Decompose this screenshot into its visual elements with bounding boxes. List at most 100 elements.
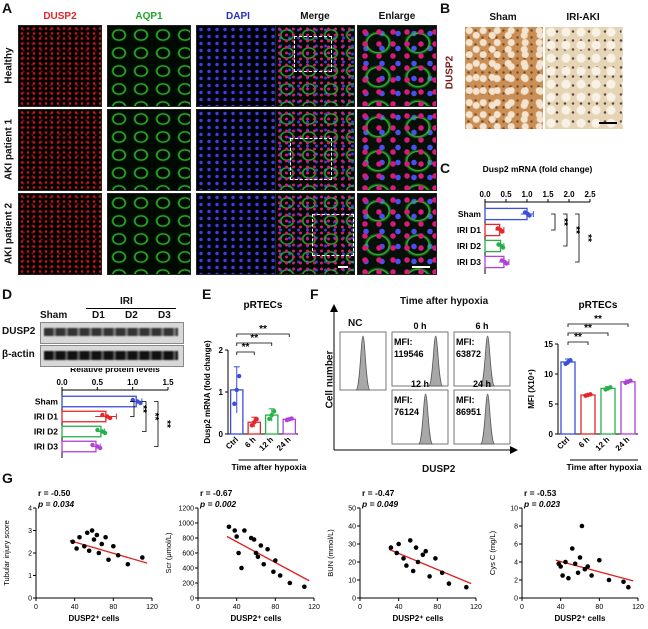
significance-label: **: [149, 413, 160, 421]
bar: [620, 381, 636, 435]
x-tick-label: 0.5: [92, 378, 104, 387]
significance-label: **: [259, 324, 267, 335]
mfi-label: MFI:: [456, 395, 475, 405]
significance-bracket: [575, 213, 580, 263]
y-tick-label: 6: [514, 542, 518, 549]
significance-label: **: [242, 342, 250, 353]
x-axis-label: DUSP2⁺ cells: [393, 614, 444, 623]
enlarge-region-box: [294, 36, 332, 72]
panel-label-a: A: [2, 0, 13, 16]
y-axis-label: MFI (X10⁴): [527, 369, 536, 409]
d-iri-label: IRI: [120, 296, 133, 307]
enlarge-region-box: [312, 214, 354, 256]
mfi-label: MFI:: [394, 395, 413, 405]
category-label: IRI D1: [34, 412, 58, 422]
x-tick-label: 24 h: [275, 435, 293, 453]
x-tick-label: 1.0: [521, 190, 533, 199]
category-label: IRI D2: [34, 427, 58, 437]
chart-g3: 0 40 80 120 0 10 20 30 40 50 DUSP2⁺ cells BUN (mmol…: [326, 488, 482, 623]
data-point: [111, 543, 116, 549]
data-point: [267, 416, 272, 422]
chart-g1: 0 40 80 120 0 1 2 3 4 DUSP2⁺ cells Tubular injury …: [2, 488, 158, 623]
a-image-aqp1-row1: [107, 25, 191, 107]
data-point: [95, 427, 100, 433]
panel-label-c: C: [440, 160, 451, 176]
x-tick-label: 120: [308, 604, 320, 611]
x-axis-label: Time after hypoxia: [232, 462, 307, 472]
x-tick-label: 0.0: [56, 378, 68, 387]
significance-label: **: [250, 333, 258, 344]
data-point: [107, 415, 113, 421]
x-tick-label: 40: [557, 604, 565, 611]
data-point: [427, 574, 432, 579]
mfi-value: 86951: [456, 407, 481, 417]
data-point: [97, 445, 103, 451]
data-point: [271, 569, 276, 575]
x-tick-label: 40: [71, 604, 79, 611]
data-point: [265, 546, 270, 552]
y-axis-label: Scr (μmol/L): [164, 532, 173, 573]
significance-bracket: [236, 333, 290, 337]
western-blot-dusp2: [40, 322, 184, 344]
x-tick-label: 12 h: [594, 435, 612, 453]
y-tick-label: 600: [182, 551, 194, 558]
a-row-label-2: AKI patient 1: [3, 118, 15, 181]
a-image-dusp2-row2: [18, 109, 102, 191]
f-title: Time after hypoxia: [400, 296, 489, 307]
data-point: [606, 577, 612, 583]
data-point: [628, 378, 633, 383]
data-point: [236, 373, 242, 379]
bar: [61, 440, 97, 453]
a-image-merge-row2: [275, 109, 355, 191]
histogram-nc: [355, 335, 371, 391]
x-axis-label: DUSP2⁺ cells: [231, 614, 282, 623]
significance-bracket: [142, 401, 147, 432]
a-image-dusp2-row1: [18, 25, 102, 107]
category-label: IRI D1: [457, 225, 481, 235]
scale-bar: [412, 266, 430, 268]
x-tick-label: Ctrl: [224, 435, 240, 451]
chart-c: Dusp2 mRNA (fold change) 0.0 0.5 1.0 1.5 2.0 2…: [457, 164, 596, 274]
bar: [600, 387, 616, 435]
data-point: [415, 559, 421, 565]
data-point: [572, 561, 578, 567]
d-band-label-actin: β-actin: [2, 349, 35, 360]
significance-bracket: [563, 213, 568, 247]
data-point: [407, 538, 413, 543]
data-point: [588, 392, 593, 397]
histogram-time-label: 24 h: [473, 379, 491, 389]
x-tick-label: 1.0: [127, 378, 139, 387]
ihc-image-iri-aki: [545, 27, 623, 129]
y-tick-label: 2: [28, 551, 32, 558]
significance-bracket: [567, 341, 589, 345]
d-header-sham: Sham: [40, 310, 68, 321]
x-tick-label: 80: [433, 604, 441, 611]
data-point: [626, 584, 631, 590]
histogram-time-label: 6 h: [475, 321, 488, 331]
mfi-value: 63872: [456, 349, 481, 359]
data-point: [302, 584, 307, 590]
data-point: [413, 545, 419, 550]
p-value: p = 0.034: [37, 499, 74, 509]
significance-bracket: [154, 401, 159, 447]
a-image-enlarge-row2: [357, 109, 437, 191]
y-tick-label: 0: [514, 596, 518, 603]
y-tick-label: 0: [28, 596, 32, 603]
b-header-sham: Sham: [489, 12, 517, 23]
data-point: [252, 420, 257, 425]
y-tick-label: 0: [190, 596, 194, 603]
x-tick-label: 120: [632, 604, 644, 611]
significance-label: **: [582, 234, 593, 242]
data-point: [242, 528, 247, 533]
y-tick-label: 5: [549, 400, 554, 409]
regression-line: [388, 548, 472, 585]
data-point: [287, 580, 293, 586]
data-point: [239, 565, 244, 571]
bar: [61, 425, 102, 438]
panel-label-b: B: [440, 0, 451, 16]
x-tick-label: 2.0: [563, 190, 575, 199]
b-header-iri: IRI-AKI: [566, 12, 600, 23]
data-point: [500, 229, 505, 234]
data-point: [251, 537, 257, 542]
